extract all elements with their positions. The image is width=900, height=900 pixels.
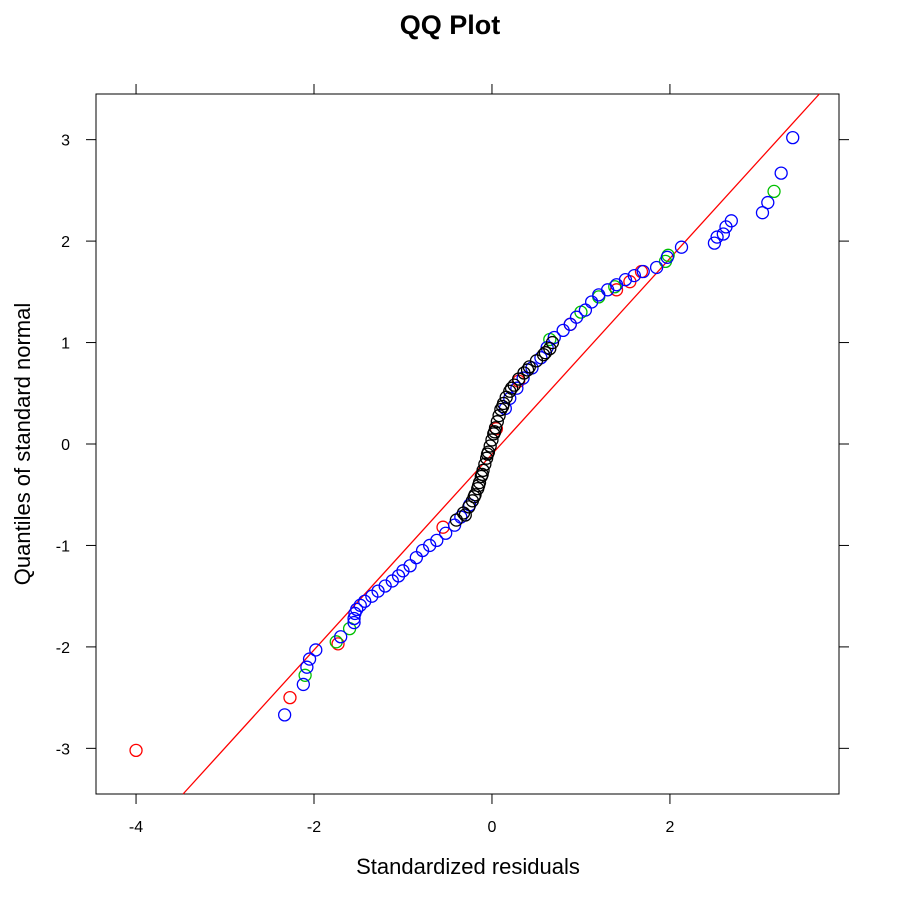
data-point-blue (358, 594, 372, 608)
data-point-blue (556, 323, 570, 338)
data-point-blue (636, 264, 650, 279)
data-point-black (480, 447, 495, 461)
data-point-black (467, 490, 481, 504)
x-tick-label: 0 (488, 819, 497, 836)
data-point-green (608, 280, 622, 294)
data-point-blue (761, 195, 775, 210)
data-point-blue (302, 652, 317, 666)
data-point-blue (277, 708, 292, 722)
y-tick-label: 2 (61, 234, 70, 251)
data-point-blue (660, 250, 674, 264)
data-point-blue (516, 371, 530, 385)
data-point-blue (707, 236, 722, 250)
data-point-blue (600, 283, 615, 297)
data-point-black (494, 402, 508, 417)
data-point-blue (569, 310, 584, 324)
data-point-blue (439, 526, 453, 540)
data-point-blue (391, 569, 406, 583)
data-point-blue (300, 660, 314, 674)
data-point-black (485, 433, 499, 447)
data-point-black (490, 415, 504, 429)
data-point-red (609, 283, 624, 297)
data-point-blue (755, 206, 770, 220)
data-point-blue (334, 630, 348, 644)
chart-title: QQ Plot (400, 10, 501, 40)
y-tick-label: 3 (61, 133, 70, 150)
data-point-blue (371, 584, 385, 598)
data-point-blue (716, 227, 730, 241)
data-point-blue (430, 533, 444, 548)
data-point-black (495, 399, 510, 414)
data-point-black (471, 478, 486, 493)
data-point-red (331, 637, 345, 651)
x-tick-label: -4 (129, 819, 143, 836)
data-point-blue (350, 602, 364, 617)
data-point-blue (774, 166, 788, 180)
plot-frame (95, 93, 840, 795)
y-tick-label: -2 (56, 640, 70, 657)
data-point-blue (423, 538, 437, 553)
data-point-green (329, 635, 343, 649)
data-point-black (545, 335, 560, 350)
reference-line (182, 93, 820, 795)
data-point-blue (510, 381, 524, 395)
y-axis-label: Quantiles of standard normal (10, 303, 35, 586)
data-point-blue (378, 579, 392, 593)
data-point-black (492, 408, 506, 423)
data-point-black (538, 346, 553, 360)
data-point-black (483, 439, 497, 453)
data-point-blue (710, 230, 724, 244)
data-point-blue (584, 295, 599, 309)
data-point-blue (724, 214, 738, 228)
data-point-blue (347, 611, 361, 626)
data-point-blue (347, 615, 361, 630)
x-tick-label: -2 (307, 819, 321, 836)
data-point-blue (534, 351, 548, 365)
y-tick-label: 1 (61, 336, 70, 353)
data-point-blue (618, 273, 633, 287)
data-point-blue (415, 543, 430, 558)
data-point-red (129, 743, 143, 758)
y-tick-label: -1 (56, 538, 70, 555)
data-point-black (487, 425, 502, 439)
data-point-blue (578, 303, 593, 317)
data-point-blue (353, 598, 367, 612)
data-point-blue (786, 130, 800, 145)
data-point-blue (409, 550, 423, 565)
data-point-green (767, 184, 781, 199)
data-point-blue (396, 564, 410, 578)
data-point-black (543, 341, 557, 356)
y-tick-label: -3 (56, 741, 70, 758)
data-point-red (283, 690, 297, 705)
plot-area: -4 -2 0 2 -3 -2 -1 0 1 2 3 (56, 84, 849, 836)
data-point-green (298, 668, 312, 682)
data-point-blue (674, 240, 689, 254)
x-axis-label: Standardized residuals (356, 854, 580, 879)
data-point-blue (627, 268, 641, 283)
data-point-blue (563, 317, 577, 331)
data-point-blue (309, 643, 323, 657)
data-point-black (478, 457, 492, 471)
data-point-black (504, 381, 519, 395)
y-tick-label: 0 (61, 437, 70, 454)
data-point-black (520, 363, 535, 377)
x-tick-label: 2 (665, 819, 674, 836)
data-point-black (458, 508, 472, 522)
data-point-blue (296, 677, 310, 692)
data-point-blue (649, 260, 664, 275)
